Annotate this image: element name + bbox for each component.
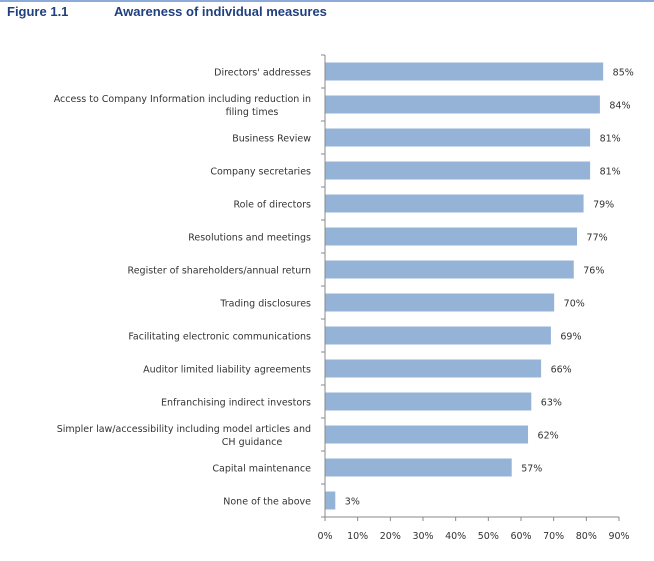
bar (325, 161, 591, 180)
data-label: 81% (600, 167, 621, 178)
x-tick-label: 10% (347, 531, 368, 542)
x-tick-label: 30% (412, 531, 433, 542)
data-label: 79% (593, 200, 614, 211)
category-label: Capital maintenance (212, 464, 311, 475)
bar (325, 392, 532, 411)
bar (325, 293, 555, 312)
data-label: 81% (600, 134, 621, 145)
bar (325, 491, 336, 510)
bar (325, 128, 591, 147)
bar (325, 62, 604, 81)
bar (325, 194, 584, 213)
bar (325, 326, 551, 345)
bar (325, 95, 600, 114)
bar (325, 260, 574, 279)
data-label: 63% (541, 398, 562, 409)
data-label: 62% (538, 431, 559, 442)
x-tick-label: 60% (510, 531, 531, 542)
category-label: Directors' addresses (214, 68, 311, 79)
x-tick-label: 0% (317, 531, 332, 542)
category-label: Role of directors (234, 200, 312, 211)
data-label: 66% (551, 365, 572, 376)
category-label: CH guidance (222, 437, 283, 448)
data-label: 77% (587, 233, 608, 244)
category-label: Auditor limited liability agreements (143, 365, 311, 376)
chart-title: Awareness of individual measures (114, 4, 327, 19)
data-label: 69% (560, 332, 581, 343)
data-label: 85% (613, 68, 634, 79)
category-label: Facilitating electronic communications (128, 332, 311, 343)
category-label: Enfranchising indirect investors (161, 398, 311, 409)
bar (325, 227, 578, 246)
data-label: 57% (521, 464, 542, 475)
category-label: Business Review (232, 134, 311, 145)
x-tick-label: 50% (478, 531, 499, 542)
bar (325, 425, 529, 444)
category-label: None of the above (223, 497, 311, 508)
x-tick-label: 80% (576, 531, 597, 542)
category-label: filing times (226, 107, 279, 118)
bar (325, 458, 512, 477)
data-label: 70% (564, 299, 585, 310)
x-tick-label: 90% (608, 531, 629, 542)
category-label: Simpler law/accessibility including mode… (57, 424, 311, 435)
category-label: Resolutions and meetings (188, 233, 311, 244)
data-label: 76% (583, 266, 604, 277)
figure-label: Figure 1.1 (7, 4, 69, 19)
category-label: Company secretaries (210, 167, 311, 178)
data-label: 84% (609, 101, 630, 112)
top-rule (0, 0, 654, 2)
category-label: Register of shareholders/annual return (128, 266, 311, 277)
bar (325, 359, 542, 378)
x-tick-label: 20% (380, 531, 401, 542)
category-label: Access to Company Information including … (54, 94, 311, 105)
x-tick-label: 70% (543, 531, 564, 542)
x-tick-label: 40% (445, 531, 466, 542)
data-label: 3% (345, 497, 360, 508)
category-label: Trading disclosures (219, 299, 311, 310)
